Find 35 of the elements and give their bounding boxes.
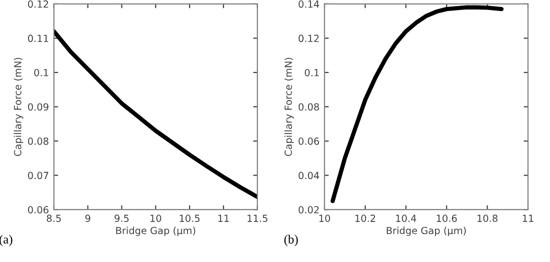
x-tick-label: 10.6: [436, 214, 457, 222]
y-tick-label: 0.1: [34, 68, 48, 76]
y-tick-label: 0.14: [298, 0, 320, 8]
y-tick-label: 0.02: [298, 206, 319, 214]
y-tick-label: 0.12: [298, 34, 319, 42]
x-tick-label: 10.8: [478, 214, 498, 222]
x-tick-label: 10.4: [396, 214, 416, 222]
y-axis-title: Capillary Force (mN): [14, 58, 24, 156]
line-series: [54, 29, 258, 199]
y-axis-title: Capillary Force (mN): [284, 58, 294, 156]
x-axis-title: Bridge Gap (μm): [116, 226, 196, 236]
x-tick-label: 10.5: [180, 214, 200, 222]
x-tick-label: 11: [522, 214, 534, 222]
y-tick-label: 0.06: [28, 206, 48, 214]
text: (a): [0, 234, 12, 246]
y-tick-label: 0.07: [28, 172, 48, 180]
x-tick-label: 9: [85, 214, 90, 222]
y-tick-label: 0.04: [298, 172, 320, 180]
x-tick-label: 9.5: [114, 214, 129, 222]
y-tick-label: 0.1: [304, 68, 319, 76]
x-tick-label: 10.2: [355, 214, 376, 222]
y-tick-label: 0.06: [298, 138, 320, 145]
text: (b): [284, 234, 298, 246]
line-series: [330, 5, 504, 204]
y-tick-label: 0.11: [28, 34, 48, 42]
y-tick-label: 0.08: [298, 103, 319, 111]
x-tick-label: 11.5: [248, 214, 268, 222]
y-tick-label: 0.09: [28, 103, 48, 111]
x-tick-label: 10: [150, 214, 162, 222]
x-tick-label: 11: [218, 214, 229, 222]
y-tick-label: 0.08: [28, 138, 48, 145]
x-axis-title: Bridge Gap (μm): [386, 226, 466, 236]
x-tick-label: 8.5: [46, 214, 61, 222]
x-tick-label: 10: [319, 214, 330, 222]
y-tick-label: 0.12: [28, 0, 48, 8]
